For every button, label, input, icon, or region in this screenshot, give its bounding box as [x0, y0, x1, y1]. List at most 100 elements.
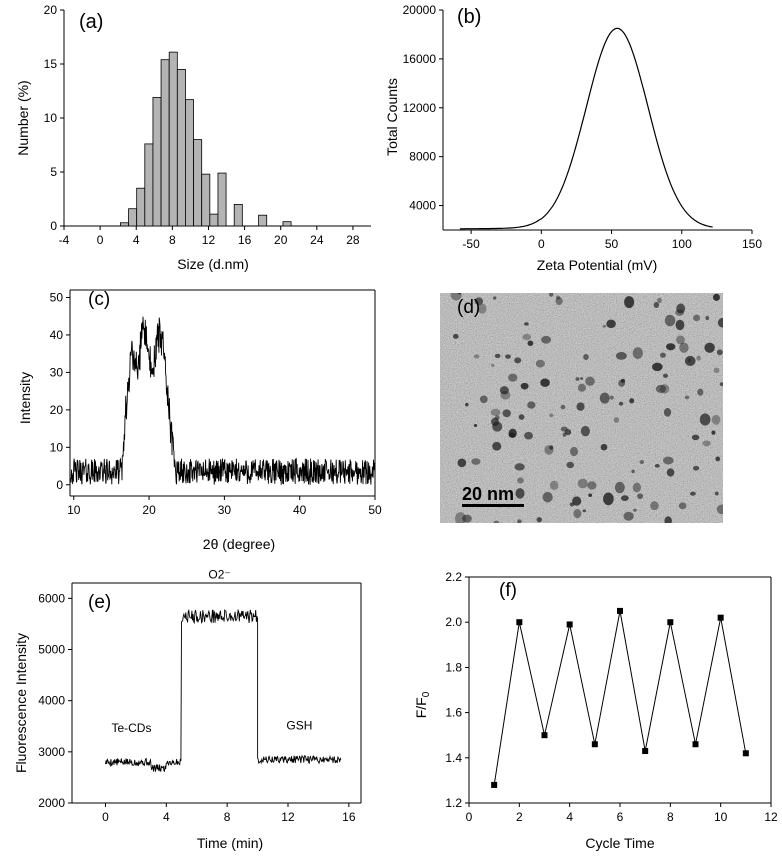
y-tick-label: 20: [44, 3, 58, 17]
nanoparticle: [655, 384, 667, 393]
cycle-data-point: [566, 621, 573, 628]
histogram-bar: [201, 173, 211, 227]
nanoparticle: [684, 395, 690, 400]
x-tick-label: 0: [102, 810, 109, 824]
x-tick-label: 24: [310, 233, 324, 247]
nanoparticle: [542, 491, 553, 503]
nanoparticle: [654, 463, 660, 468]
y-tick-label: 0: [50, 219, 57, 233]
nanoparticle: [659, 352, 666, 358]
panel-f-ylabel: F/F0: [413, 691, 432, 718]
y-tick-label: 20: [50, 403, 64, 417]
nanoparticle: [614, 481, 625, 494]
nanoparticle: [541, 335, 552, 344]
nanoparticle: [675, 319, 685, 331]
nanoparticle: [676, 335, 685, 345]
x-tick-label: 16: [238, 233, 252, 247]
nanoparticle: [664, 314, 676, 327]
nanoparticle: [653, 301, 660, 309]
nanoparticle: [693, 314, 701, 322]
y-tick-label: 1.6: [445, 706, 462, 720]
nanoparticle: [582, 509, 587, 513]
nanoparticle: [576, 402, 585, 411]
nanoparticle: [676, 303, 686, 314]
panel-e-ylabel: Fluorescence Intensity: [13, 633, 29, 773]
segment-label: GSH: [286, 719, 312, 733]
nanoparticle: [566, 461, 575, 469]
xrd-series-line: [70, 316, 376, 486]
y-tick-label: 5: [50, 165, 57, 179]
nanoparticle: [620, 378, 626, 383]
nanoparticle: [600, 443, 608, 451]
nanoparticle: [696, 355, 701, 361]
y-tick-label: 2000: [38, 796, 65, 810]
nanoparticle: [697, 388, 704, 396]
y-tick-label: 1.8: [445, 660, 462, 674]
nanoparticle: [632, 482, 642, 493]
y-tick-label: 0: [56, 478, 63, 492]
panel-a-label: (a): [79, 11, 103, 33]
y-tick-label: 20000: [403, 3, 437, 17]
x-tick-label: 100: [672, 237, 692, 251]
cycle-data-point: [667, 619, 674, 626]
nanoparticle: [549, 293, 554, 297]
nanoparticle: [515, 488, 525, 499]
scale-bar: [462, 504, 524, 507]
cycle-data-point: [717, 614, 724, 621]
x-tick-label: 0: [466, 810, 473, 824]
nanoparticle: [717, 317, 723, 328]
cycle-data-point: [692, 741, 699, 748]
nanoparticle: [499, 386, 509, 395]
zeta-series-line: [459, 27, 713, 230]
y-tick-label: 15: [44, 57, 58, 71]
nanoparticle: [560, 404, 566, 410]
y-tick-label: 2.2: [445, 570, 462, 584]
nanoparticle: [633, 508, 637, 512]
segment-label: Te-CDs: [111, 721, 151, 735]
y-tick-label: 40: [50, 328, 64, 342]
x-tick-label: 20: [142, 503, 156, 517]
nanoparticle: [527, 401, 536, 409]
nanoparticle: [462, 514, 472, 523]
nanoparticle: [637, 493, 644, 500]
nanoparticle: [577, 478, 588, 489]
nanoparticle: [493, 520, 500, 523]
nanoparticle: [716, 349, 723, 356]
cycle-data-point: [591, 741, 598, 748]
panel-f-xlabel: Cycle Time: [585, 835, 654, 851]
nanoparticle: [664, 516, 672, 523]
nanoparticle: [629, 398, 635, 404]
x-tick-label: 40: [293, 503, 307, 517]
nanoparticle: [711, 414, 721, 425]
nanoparticle: [573, 509, 582, 519]
cycle-data-point: [742, 750, 749, 757]
nanoparticle: [719, 382, 723, 387]
nanoparticle: [575, 377, 580, 381]
y-tick-label: 1.2: [445, 796, 462, 810]
nanoparticle: [618, 401, 624, 406]
nanoparticle: [577, 383, 586, 392]
nanoparticle: [524, 431, 533, 440]
nanoparticle: [657, 297, 662, 303]
x-tick-label: 12: [202, 233, 216, 247]
nanoparticle: [492, 441, 502, 451]
nanoparticle: [603, 492, 614, 506]
y-tick-label: 12000: [403, 101, 437, 115]
nanoparticle: [662, 373, 669, 378]
nanoparticle: [716, 504, 723, 515]
nanoparticle: [508, 428, 517, 439]
panel-a-ylabel: Number (%): [15, 80, 31, 155]
nanoparticle: [587, 481, 597, 490]
nanoparticle: [502, 409, 511, 418]
nanoparticle: [491, 363, 495, 368]
x-tick-label: 10: [714, 810, 728, 824]
x-tick-label: 2: [516, 810, 523, 824]
nanoparticle: [714, 491, 719, 496]
cycle-data-point: [541, 732, 548, 739]
nanoparticle: [631, 469, 635, 474]
nanoparticle: [479, 395, 488, 404]
panel-b-label: (b): [457, 6, 481, 28]
nanoparticle: [599, 392, 610, 404]
nanoparticle: [691, 434, 700, 441]
x-tick-label: 12: [764, 810, 778, 824]
